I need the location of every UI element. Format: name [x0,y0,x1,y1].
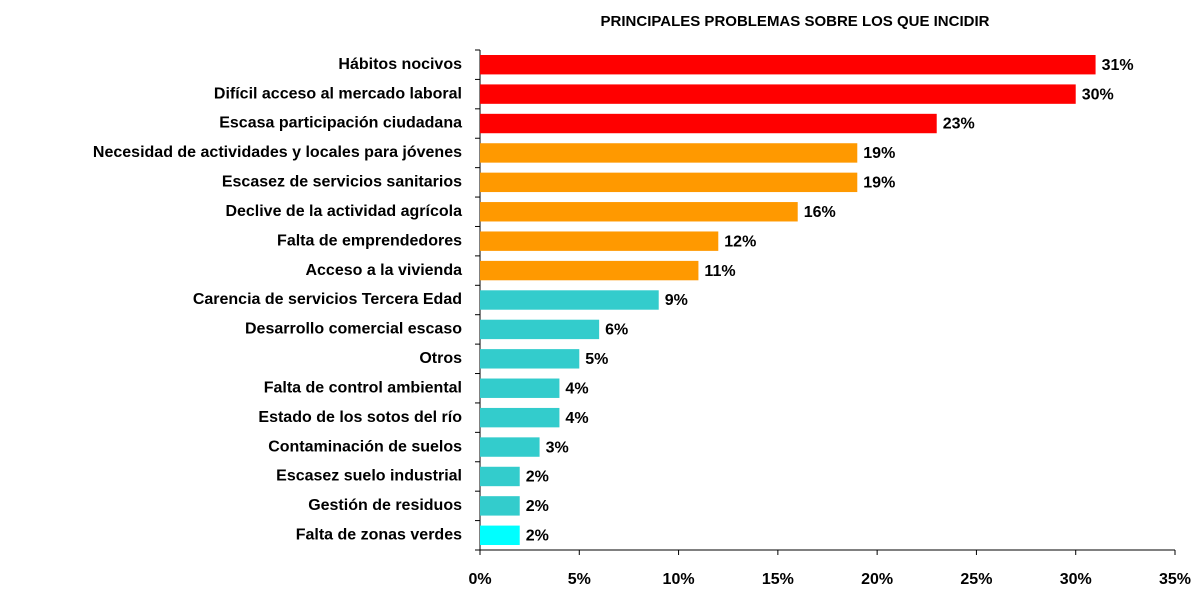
bar [480,172,858,193]
value-label: 2% [526,498,549,515]
value-label: 6% [605,322,628,339]
y-tick-label: Escasa participación ciudadana [219,115,462,132]
y-tick-label: Acceso a la vivienda [305,262,462,279]
bar [480,113,937,134]
bar [480,319,600,340]
value-label: 16% [804,204,836,221]
value-label: 2% [526,528,549,545]
value-label: 2% [526,469,549,486]
bar [480,290,659,310]
value-label: 12% [724,233,756,250]
bar [480,55,1096,75]
value-label: 4% [565,380,588,397]
bar [480,437,540,457]
value-label: 9% [665,292,688,309]
x-tick-label: 5% [568,571,591,588]
bar [480,496,520,516]
x-tick-label: 10% [663,571,695,588]
chart-title: PRINCIPALES PROBLEMAS SOBRE LOS QUE INCI… [601,13,990,30]
value-label: 19% [863,145,895,162]
bar [480,407,560,428]
bar [480,525,520,545]
value-label: 3% [546,439,569,456]
value-label: 30% [1082,86,1114,103]
bar [480,260,699,281]
value-label: 23% [943,116,975,133]
y-tick-label: Escasez de servicios sanitarios [222,174,462,191]
bar [480,378,560,398]
y-tick-label: Contaminación de suelos [268,438,462,455]
bar [480,84,1076,104]
y-tick-label: Carencia de servicios Tercera Edad [193,291,462,308]
y-tick-label: Falta de zonas verdes [296,527,462,544]
value-label: 19% [863,175,895,192]
y-tick-label: Hábitos nocivos [338,56,462,73]
x-tick-label: 0% [468,571,491,588]
y-tick-label: Desarrollo comercial escaso [245,321,462,338]
x-tick-label: 25% [960,571,992,588]
y-tick-label: Otros [419,350,462,367]
value-label: 4% [565,410,588,427]
y-tick-label: Gestión de residuos [308,497,462,514]
value-label: 5% [585,351,608,368]
bar [480,202,798,222]
x-tick-label: 15% [762,571,794,588]
value-label: 11% [704,263,735,280]
bar [480,349,580,369]
y-tick-label: Falta de control ambiental [264,379,462,396]
value-label: 31% [1102,57,1134,74]
x-tick-label: 20% [861,571,893,588]
y-tick-label: Escasez suelo industrial [276,468,462,485]
bar [480,143,858,163]
bar [480,231,719,251]
y-tick-label: Estado de los sotos del río [258,409,462,426]
y-tick-label: Falta de emprendedores [277,232,462,249]
y-tick-label: Necesidad de actividades y locales para … [93,144,462,161]
x-tick-label: 35% [1159,571,1191,588]
bar [480,466,520,487]
y-tick-label: Difícil acceso al mercado laboral [214,85,462,102]
y-tick-label: Declive de la actividad agrícola [225,203,462,220]
x-tick-label: 30% [1060,571,1092,588]
